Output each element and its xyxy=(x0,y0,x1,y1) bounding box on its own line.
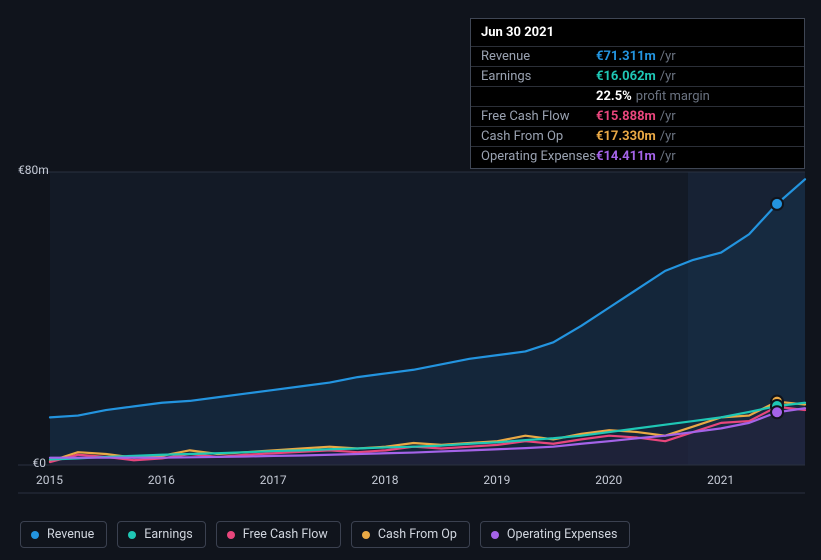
tooltip-label: Revenue xyxy=(481,49,596,64)
legend-label: Revenue xyxy=(47,527,94,542)
tooltip-row: Cash From Op€17.330m/yr xyxy=(471,126,804,146)
legend-item[interactable]: Earnings xyxy=(117,521,205,548)
y-axis-label: €0 xyxy=(18,456,46,470)
tooltip-value: 22.5% xyxy=(596,89,632,104)
legend-item[interactable]: Operating Expenses xyxy=(480,521,631,548)
tooltip-value: €16.062m xyxy=(596,69,656,84)
tooltip-value: €71.311m xyxy=(596,49,656,64)
legend-swatch xyxy=(128,531,136,539)
x-axis-label: 2015 xyxy=(36,473,63,487)
tooltip-suffix: /yr xyxy=(660,129,676,144)
series-marker xyxy=(772,407,782,417)
legend-item[interactable]: Revenue xyxy=(20,521,107,548)
tooltip-value: €17.330m xyxy=(596,129,656,144)
legend-swatch xyxy=(227,531,235,539)
tooltip-row: 22.5% profit margin xyxy=(471,86,804,106)
tooltip-suffix: /yr xyxy=(660,149,676,164)
tooltip-suffix: profit margin xyxy=(636,89,710,104)
legend-swatch xyxy=(362,531,370,539)
tooltip-suffix: /yr xyxy=(660,69,676,84)
tooltip-suffix: /yr xyxy=(660,49,676,64)
legend-label: Operating Expenses xyxy=(507,527,618,542)
legend-item[interactable]: Cash From Op xyxy=(351,521,470,548)
legend-swatch xyxy=(491,531,499,539)
y-axis-label: €80m xyxy=(18,163,46,177)
tooltip-value: €14.411m xyxy=(596,149,656,164)
x-axis-label: 2016 xyxy=(148,473,175,487)
chart-legend: Revenue Earnings Free Cash Flow Cash From O… xyxy=(20,521,630,548)
x-axis-label: 2020 xyxy=(595,473,622,487)
tooltip-label: Cash From Op xyxy=(481,129,596,144)
tooltip-row: Earnings€16.062m/yr xyxy=(471,66,804,86)
x-axis-label: 2019 xyxy=(483,473,510,487)
tooltip-suffix: /yr xyxy=(660,109,676,124)
legend-label: Earnings xyxy=(144,527,192,542)
x-axis-label: 2021 xyxy=(707,473,734,487)
tooltip-value: €15.888m xyxy=(596,109,656,124)
legend-item[interactable]: Free Cash Flow xyxy=(216,521,341,548)
x-axis-label: 2017 xyxy=(260,473,287,487)
tooltip-date: Jun 30 2021 xyxy=(471,21,804,46)
legend-label: Free Cash Flow xyxy=(243,527,328,542)
legend-label: Cash From Op xyxy=(378,527,457,542)
tooltip-row: Revenue€71.311m/yr xyxy=(471,46,804,66)
tooltip-row: Free Cash Flow€15.888m/yr xyxy=(471,106,804,126)
tooltip-label: Free Cash Flow xyxy=(481,109,596,124)
tooltip-label: Earnings xyxy=(481,69,596,84)
chart-tooltip: Jun 30 2021 Revenue€71.311m/yrEarnings€1… xyxy=(470,18,805,169)
series-marker xyxy=(772,199,782,209)
legend-swatch xyxy=(31,531,39,539)
tooltip-label: Operating Expenses xyxy=(481,149,596,164)
x-axis-label: 2018 xyxy=(372,473,399,487)
tooltip-row: Operating Expenses€14.411m/yr xyxy=(471,146,804,166)
